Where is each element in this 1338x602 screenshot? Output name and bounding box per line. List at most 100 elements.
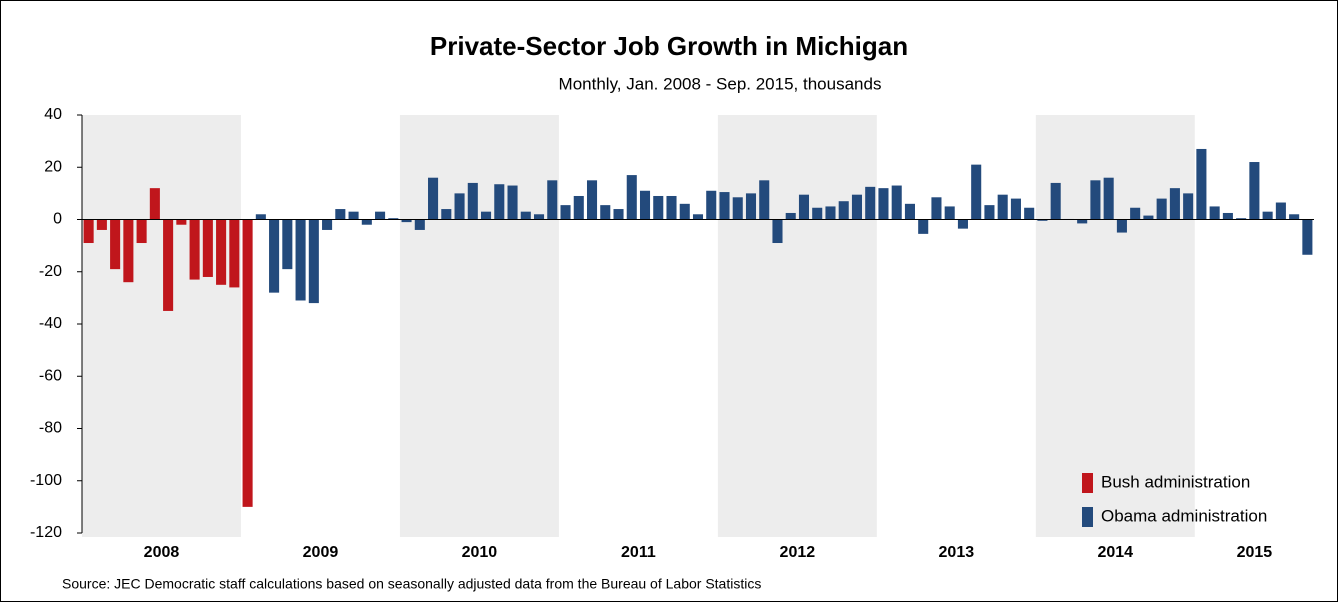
bar (600, 205, 611, 220)
bar (573, 195, 584, 220)
bar (732, 197, 743, 220)
y-tick-label: -60 (39, 367, 62, 384)
year-band (1035, 115, 1195, 537)
legend-swatch (1082, 507, 1093, 527)
bar (401, 219, 412, 223)
bar (785, 212, 796, 220)
bar (653, 195, 664, 220)
bar (255, 214, 266, 220)
bar (904, 203, 915, 220)
bar (692, 214, 704, 220)
bar (467, 182, 478, 220)
year-label: 2009 (303, 544, 339, 561)
bar (136, 219, 147, 244)
legend-label: Obama administration (1101, 506, 1267, 525)
year-band (717, 115, 877, 537)
bar (1196, 148, 1207, 220)
legend-swatch (1082, 473, 1093, 493)
year-label: 2014 (1097, 544, 1133, 561)
bar (1130, 207, 1141, 220)
bar (388, 218, 399, 220)
y-tick-label: -80 (39, 420, 62, 437)
bar (679, 203, 690, 220)
bar (282, 219, 293, 270)
bar (1222, 212, 1233, 220)
legend-label: Bush administration (1101, 472, 1250, 491)
y-tick-label: -120 (30, 524, 62, 541)
bar (865, 186, 876, 220)
year-band (82, 115, 241, 537)
bar (1262, 211, 1273, 220)
bar (1169, 188, 1180, 220)
bar (229, 219, 240, 288)
bar (1236, 218, 1247, 220)
bar (666, 195, 677, 220)
bar (96, 219, 107, 230)
y-tick-label: 40 (44, 106, 62, 123)
bar (308, 219, 319, 304)
bar (1249, 162, 1260, 220)
bar (1143, 215, 1154, 220)
bar (1103, 177, 1114, 220)
bar (123, 219, 134, 283)
bar (163, 219, 174, 311)
bar (772, 219, 783, 244)
y-tick-label: -100 (30, 472, 62, 489)
year-label: 2015 (1237, 544, 1273, 561)
year-band (399, 115, 559, 537)
bar (613, 209, 624, 220)
y-tick-label: -40 (39, 315, 62, 332)
source-note: Source: JEC Democratic staff calculation… (62, 576, 761, 592)
bar (1156, 198, 1167, 220)
bar (269, 219, 280, 293)
bar (441, 209, 452, 220)
bar (83, 219, 94, 244)
bar (547, 180, 558, 220)
bar (295, 219, 306, 301)
bar (1116, 219, 1127, 233)
bar (242, 219, 253, 507)
bar (918, 219, 929, 234)
bar (216, 219, 227, 285)
bar (520, 211, 531, 220)
bar (1077, 219, 1088, 224)
bar (494, 184, 505, 220)
bar (984, 205, 995, 220)
bar (851, 194, 863, 220)
bar (454, 193, 465, 220)
y-tick-label: 0 (53, 211, 62, 228)
bar (149, 188, 160, 220)
bar (1050, 182, 1061, 220)
bar (586, 180, 598, 220)
bar (812, 207, 823, 220)
bar (798, 194, 810, 220)
bar (507, 185, 518, 220)
bar (891, 185, 902, 220)
y-tick-label: 20 (44, 158, 62, 175)
bar (639, 190, 651, 220)
bar (375, 211, 386, 220)
chart-title: Private-Sector Job Growth in Michigan (430, 31, 908, 61)
bar (322, 219, 333, 230)
bar (110, 219, 121, 270)
bar (931, 197, 942, 220)
bar (825, 206, 836, 220)
bar (626, 175, 637, 220)
bar (1037, 219, 1048, 221)
bar (335, 209, 346, 220)
bar (1090, 180, 1101, 220)
bar (944, 206, 955, 220)
bar (1010, 198, 1021, 220)
year-label: 2010 (462, 544, 498, 561)
bar (1209, 206, 1220, 220)
bar (481, 211, 492, 220)
bar (1024, 207, 1035, 220)
bar (428, 177, 439, 220)
y-tick-label: -20 (39, 263, 62, 280)
bar (176, 219, 187, 225)
bar (189, 219, 200, 280)
bar (533, 214, 545, 220)
bar (838, 201, 849, 220)
bar (971, 164, 982, 220)
